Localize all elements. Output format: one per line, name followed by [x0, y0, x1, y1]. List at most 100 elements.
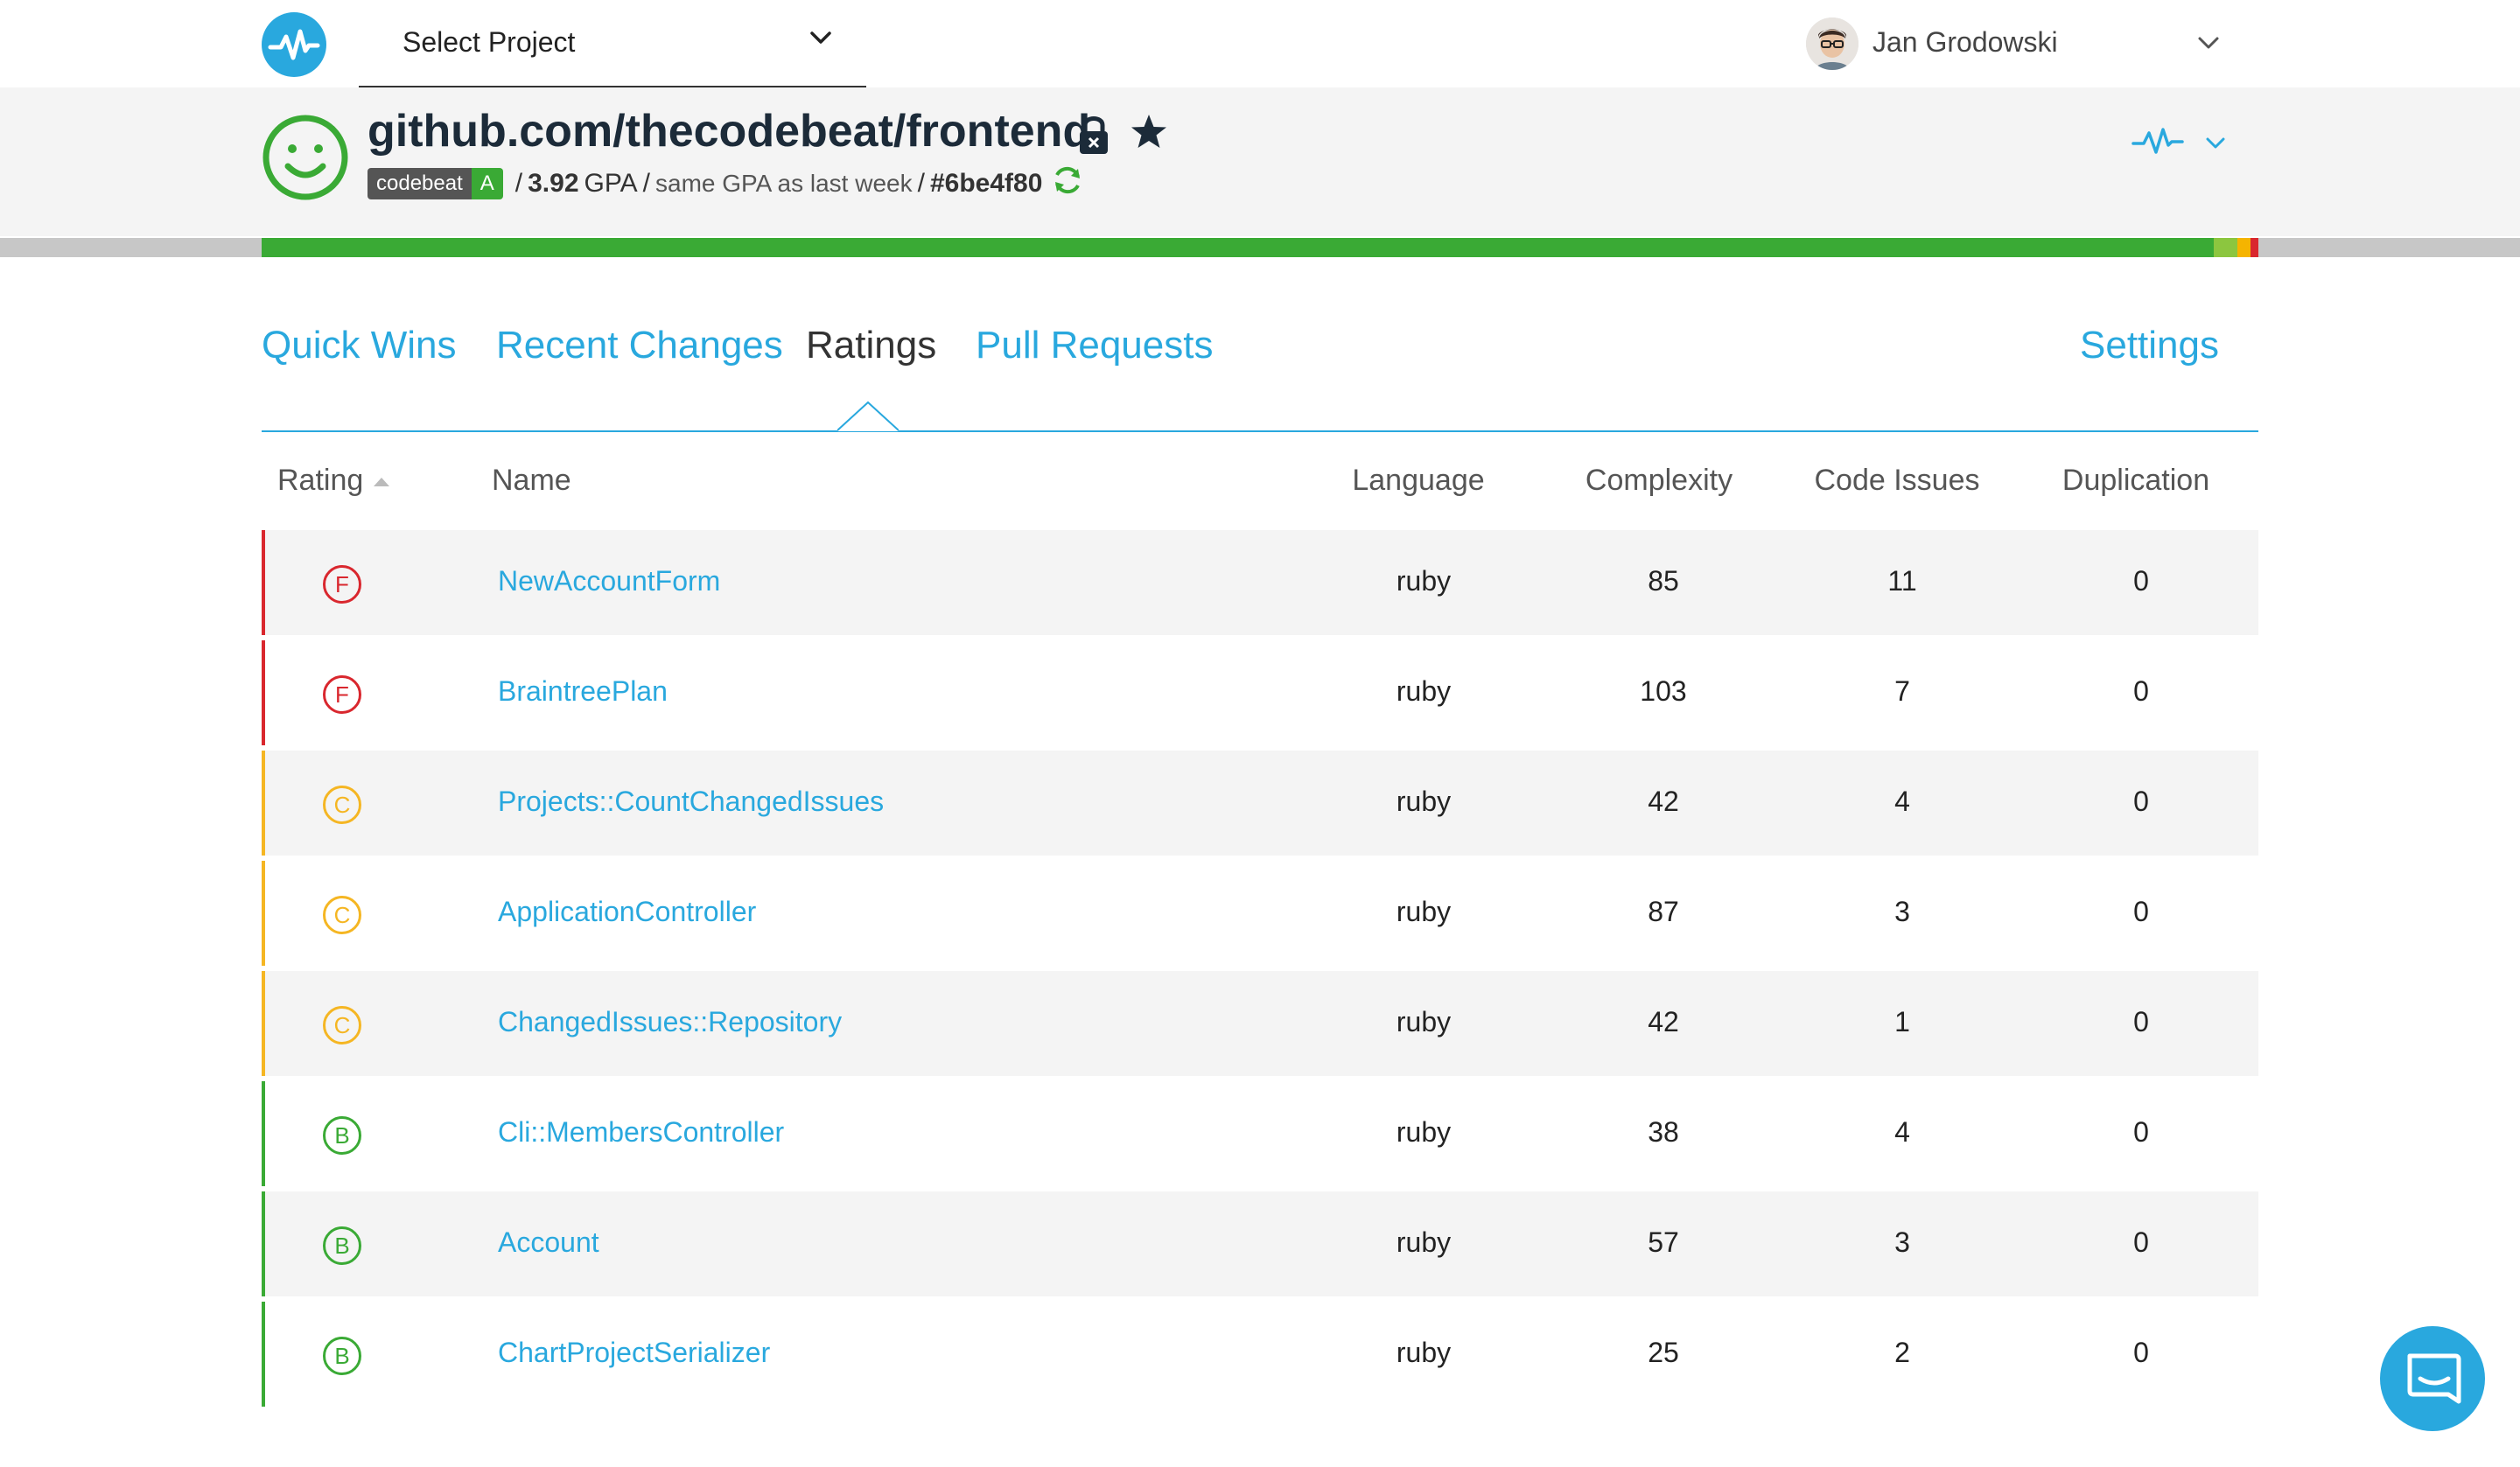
gpa-bar-segment [262, 238, 2214, 257]
top-nav: Select Project Jan Grodowski [0, 0, 2520, 87]
codebeat-badge: codebeat A [368, 168, 503, 199]
complexity-cell: 85 [1648, 565, 1679, 597]
tab-ratings[interactable]: Ratings [806, 324, 937, 367]
code-issues-cell: 1 [1894, 1006, 1910, 1037]
gpa-distribution-bar [0, 238, 2520, 257]
chat-icon [2407, 1353, 2461, 1404]
duplication-cell: 0 [2133, 896, 2149, 927]
language-cell: ruby [1396, 675, 1452, 707]
tab-pull-requests[interactable]: Pull Requests [976, 324, 1214, 367]
column-header-name[interactable]: Name [492, 464, 571, 497]
class-name-link[interactable]: ApplicationController [498, 896, 757, 927]
table-row[interactable]: C Projects::CountChangedIssues ruby 42 4… [262, 751, 2258, 856]
duplication-cell: 0 [2133, 1226, 2149, 1258]
duplication-cell: 0 [2133, 1337, 2149, 1368]
table-row[interactable]: B ChartProjectSerializer ruby 25 2 0 [262, 1302, 2258, 1407]
sort-ascending-icon [374, 478, 390, 487]
chat-button[interactable] [2380, 1326, 2485, 1431]
user-name: Jan Grodowski [1872, 26, 2058, 58]
badge-name: codebeat [368, 168, 472, 199]
grade-badge: B [323, 1337, 361, 1375]
grade-badge: F [323, 565, 361, 604]
smiley-icon [262, 114, 349, 206]
tab-recent-changes[interactable]: Recent Changes [496, 324, 783, 367]
duplication-cell: 0 [2133, 1116, 2149, 1148]
language-cell: ruby [1396, 1006, 1452, 1037]
grade-badge: C [323, 1006, 361, 1044]
chevron-down-icon[interactable] [2205, 136, 2226, 155]
class-name-link[interactable]: NewAccountForm [498, 565, 721, 597]
class-name-link[interactable]: ChangedIssues::Repository [498, 1006, 843, 1037]
table-row[interactable]: F NewAccountForm ruby 85 11 0 [262, 530, 2258, 635]
complexity-cell: 42 [1648, 1006, 1679, 1037]
column-header-rating[interactable]: Rating [277, 464, 390, 498]
code-issues-cell: 3 [1894, 1226, 1910, 1258]
grade-badge: F [323, 675, 361, 714]
star-icon[interactable] [1129, 112, 1169, 157]
project-title[interactable]: github.com/thecodebeat/frontend [368, 106, 1091, 157]
table-row[interactable]: B Cli::MembersController ruby 38 4 0 [262, 1081, 2258, 1186]
language-cell: ruby [1396, 1226, 1452, 1258]
language-cell: ruby [1396, 786, 1452, 817]
tab-settings[interactable]: Settings [2080, 324, 2219, 367]
column-header-label: Rating [277, 464, 364, 497]
class-name-link[interactable]: Projects::CountChangedIssues [498, 786, 885, 817]
grade-badge: B [323, 1226, 361, 1265]
class-name-link[interactable]: ChartProjectSerializer [498, 1337, 771, 1368]
chevron-down-icon [809, 30, 832, 50]
table-header: Rating Name Language Complexity Code Iss… [262, 464, 2258, 516]
table-row[interactable]: B Account ruby 57 3 0 [262, 1191, 2258, 1296]
column-header-complexity[interactable]: Complexity [1585, 464, 1733, 497]
code-issues-cell: 4 [1894, 786, 1910, 817]
tab-quick-wins[interactable]: Quick Wins [262, 324, 457, 367]
gpa-bar-segment [2213, 238, 2238, 257]
refresh-icon[interactable] [1051, 164, 1084, 204]
complexity-cell: 42 [1648, 786, 1679, 817]
tabs: Quick Wins Recent Changes Ratings Pull R… [262, 324, 2258, 432]
duplication-cell: 0 [2133, 786, 2149, 817]
language-cell: ruby [1396, 1337, 1452, 1368]
table-row[interactable]: C ApplicationController ruby 87 3 0 [262, 861, 2258, 966]
grade-badge: C [323, 896, 361, 934]
column-header-language[interactable]: Language [1352, 464, 1485, 497]
gpa-value: 3.92 [528, 169, 579, 198]
code-issues-cell: 2 [1894, 1337, 1910, 1368]
gpa-bar-segment [2237, 238, 2250, 257]
code-issues-cell: 7 [1894, 675, 1910, 707]
code-issues-cell: 4 [1894, 1116, 1910, 1148]
class-name-link[interactable]: Cli::MembersController [498, 1116, 785, 1148]
grade-badge: B [323, 1116, 361, 1155]
project-select[interactable]: Select Project [359, 0, 866, 87]
lock-icon [1076, 114, 1111, 160]
gpa-unit: GPA [584, 169, 638, 198]
activity-icon[interactable] [2132, 126, 2184, 162]
duplication-cell: 0 [2133, 565, 2149, 597]
user-menu[interactable]: Jan Grodowski [1802, 0, 2240, 87]
class-name-link[interactable]: Account [498, 1226, 599, 1258]
gpa-bar-segment [2250, 238, 2258, 257]
complexity-cell: 103 [1640, 675, 1687, 707]
pulse-logo-icon[interactable] [262, 12, 326, 77]
badge-grade: A [471, 168, 503, 199]
language-cell: ruby [1396, 1116, 1452, 1148]
duplication-cell: 0 [2133, 1006, 2149, 1037]
column-header-duplication[interactable]: Duplication [2062, 464, 2210, 497]
grade-badge: C [323, 786, 361, 824]
table-row[interactable]: F BraintreePlan ruby 103 7 0 [262, 640, 2258, 745]
complexity-cell: 57 [1648, 1226, 1679, 1258]
separator: / [917, 169, 925, 198]
project-select-label: Select Project [402, 26, 576, 58]
gpa-note: same GPA as last week [655, 170, 913, 197]
complexity-cell: 38 [1648, 1116, 1679, 1148]
project-meta: codebeat A / 3.92 GPA / same GPA as last… [368, 166, 1084, 201]
class-name-link[interactable]: BraintreePlan [498, 675, 668, 707]
separator: / [642, 169, 650, 198]
code-issues-cell: 11 [1887, 565, 1917, 597]
code-issues-cell: 3 [1894, 896, 1910, 927]
commit-hash[interactable]: #6be4f80 [929, 169, 1043, 198]
column-header-code-issues[interactable]: Code Issues [1814, 464, 1980, 497]
language-cell: ruby [1396, 565, 1452, 597]
duplication-cell: 0 [2133, 675, 2149, 707]
avatar[interactable] [1806, 17, 1858, 70]
table-row[interactable]: C ChangedIssues::Repository ruby 42 1 0 [262, 971, 2258, 1076]
